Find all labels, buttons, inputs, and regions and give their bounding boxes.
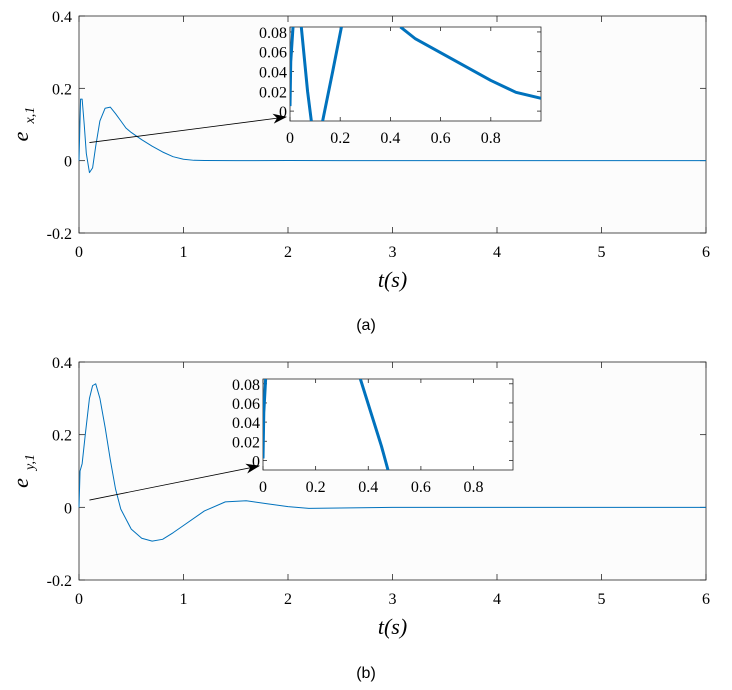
panel-a-inset-xtick-label: 0.2 <box>330 130 350 147</box>
panel-b-xtick-label: 6 <box>702 591 710 608</box>
panel-b-caption: (b) <box>356 665 376 682</box>
panel-b-xtick-label: 2 <box>284 591 292 608</box>
panel-b-inset-ytick-label: 0.06 <box>232 396 260 413</box>
panel-b-inset-xtick-label: 0.6 <box>411 479 431 496</box>
panel-a-inset-xtick-label: 0.8 <box>481 130 501 147</box>
panel-a-xtick-label: 6 <box>702 244 710 261</box>
panel-b-ytick-label: 0.2 <box>52 428 72 445</box>
panel-a-inset-ytick-label: 0.04 <box>259 65 287 82</box>
panel-b-xtick-label: 1 <box>180 591 188 608</box>
panel-a-inset-box <box>290 27 541 121</box>
panel-b-xlabel: t(s) <box>378 614 407 639</box>
panel-a-xtick-label: 3 <box>389 244 397 261</box>
panel-b-xtick-label: 5 <box>598 591 606 608</box>
panel-a-xtick-label: 5 <box>598 244 606 261</box>
panel-b-ytick-label: 0 <box>64 500 72 517</box>
panel-a-inset-ytick-label: 0.02 <box>259 84 287 101</box>
panel-a-inset-xtick-label: 0.6 <box>431 130 451 147</box>
panel-b-inset-ytick-label: 0 <box>252 453 260 470</box>
panel-a-ytick-label: 0.2 <box>52 81 72 98</box>
panel-a-inset-xtick-label: 0 <box>286 130 294 147</box>
panel-b-inset-xtick-label: 0 <box>259 479 267 496</box>
panel-b-ylabel-base: e <box>8 478 33 488</box>
panel-b-inset-ytick-label: 0.04 <box>232 415 260 432</box>
panel-b-inset-xtick-label: 0.4 <box>358 479 378 496</box>
panel-a-xtick-label: 2 <box>284 244 292 261</box>
panel-b-xtick-label: 3 <box>389 591 397 608</box>
panel-a-inset-ytick-label: 0.06 <box>259 45 287 62</box>
panel-b-ytick-label: 0.4 <box>52 355 72 372</box>
panel-a-xlabel: t(s) <box>378 267 407 292</box>
panel-a-ylabel-sub: x,1 <box>23 107 38 125</box>
panel-a-xtick-label: 4 <box>493 244 501 261</box>
panel-b-inset-ytick-label: 0.08 <box>232 377 260 394</box>
panel-b-inset-ytick-label: 0.02 <box>232 434 260 451</box>
panel-b-inset-box <box>263 379 513 470</box>
panel-a-xtick-label: 1 <box>180 244 188 261</box>
panel-b-inset-xtick-label: 0.2 <box>306 479 326 496</box>
panel-b-ylabel: e y,1 <box>8 454 38 488</box>
panel-a-ylabel-base: e <box>8 131 33 141</box>
panel-a-inset-xtick-label: 0.4 <box>380 130 400 147</box>
panel-a-inset-ytick-label: 0.08 <box>259 25 287 42</box>
panel-a-caption: (a) <box>356 317 376 334</box>
panel-b-ylabel-sub: y,1 <box>23 454 38 472</box>
panel-a-inset-ytick-label: 0 <box>279 104 287 121</box>
panel-a-ytick-label: 0.4 <box>52 9 72 26</box>
panel-a-ylabel: e x,1 <box>8 107 38 142</box>
panel-b-xtick-label: 0 <box>75 591 83 608</box>
panel-b-ytick-label: -0.2 <box>47 573 72 590</box>
panel-b-xtick-label: 4 <box>493 591 501 608</box>
panel-a-ytick-label: 0 <box>64 154 72 171</box>
panel-a-ytick-label: -0.2 <box>47 226 72 243</box>
panel-a-xtick-label: 0 <box>75 244 83 261</box>
panel-b-inset-xtick-label: 0.8 <box>464 479 484 496</box>
